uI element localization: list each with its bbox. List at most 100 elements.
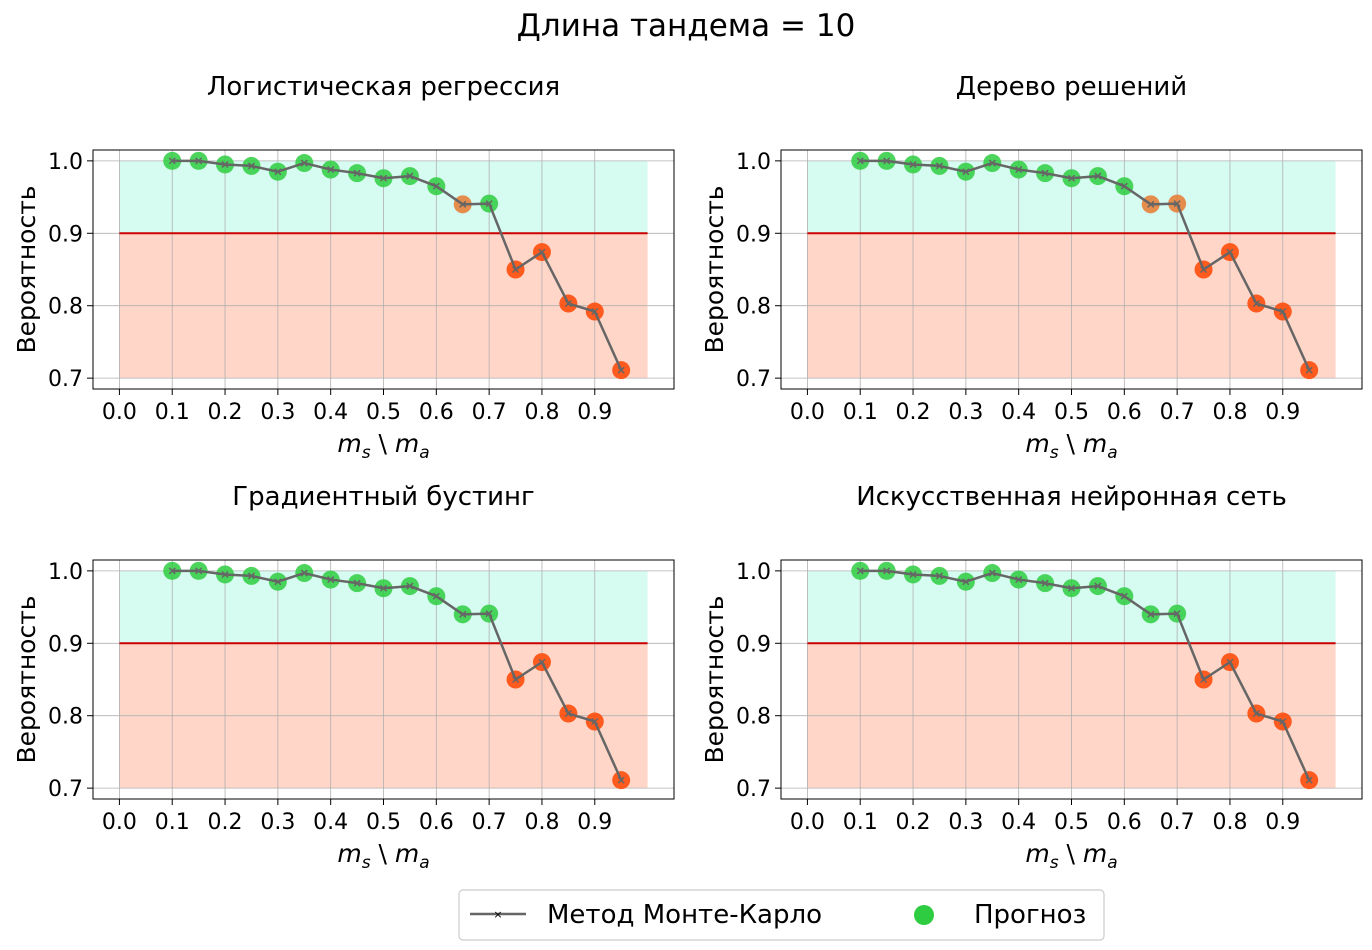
x-tick-label: 0.8 <box>1212 400 1247 425</box>
x-tick-label: 0.9 <box>1265 810 1300 835</box>
monte-carlo-marker <box>962 578 970 586</box>
x-tick-label: 0.0 <box>102 810 137 835</box>
y-tick-label: 0.8 <box>48 705 83 730</box>
subplot-title: Искусственная нейронная сеть <box>856 482 1287 512</box>
x-tick-label: 0.2 <box>208 400 243 425</box>
x-tick-label: 0.7 <box>1160 810 1195 835</box>
monte-carlo-marker <box>485 200 493 208</box>
x-tick-label: 0.6 <box>1107 400 1142 425</box>
monte-carlo-marker <box>1173 200 1181 208</box>
monte-carlo-marker <box>485 610 493 618</box>
x-axis-label-symbol: m <box>1083 429 1107 458</box>
monte-carlo-marker <box>353 169 361 177</box>
monte-carlo-marker <box>512 265 520 274</box>
monte-carlo-marker <box>617 366 625 374</box>
y-axis-label: Вероятность <box>12 186 41 354</box>
x-axis-label-subscript: s <box>362 443 371 463</box>
x-tick-label: 0.5 <box>366 400 401 425</box>
monte-carlo-marker <box>459 610 467 618</box>
x-tick-label: 0.1 <box>155 400 190 425</box>
x-tick-label: 0.3 <box>260 810 295 835</box>
monte-carlo-marker <box>300 569 308 577</box>
monte-carlo-marker <box>564 300 572 308</box>
y-axis-label: Вероятность <box>12 596 41 764</box>
monte-carlo-marker <box>379 174 388 182</box>
monte-carlo-marker <box>988 159 996 167</box>
x-axis-label-symbol: m <box>1025 429 1049 458</box>
monte-carlo-marker <box>512 675 520 684</box>
monte-carlo-marker <box>1067 584 1076 592</box>
y-tick-label: 0.8 <box>736 705 771 730</box>
monte-carlo-marker <box>538 658 546 666</box>
x-tick-label: 0.8 <box>524 810 559 835</box>
monte-carlo-marker <box>591 307 599 316</box>
y-tick-label: 0.7 <box>48 367 83 392</box>
x-tick-label: 0.0 <box>102 400 137 425</box>
axes-frame <box>92 559 675 800</box>
monte-carlo-marker <box>1015 576 1023 584</box>
y-tick-label: 0.8 <box>48 295 83 320</box>
legend: × Метод Монте-Карло Прогноз <box>458 889 1105 941</box>
x-axis-label-subscript: s <box>1050 853 1059 873</box>
legend-dot-swatch <box>914 905 934 925</box>
monte-carlo-marker <box>274 168 282 176</box>
x-axis-label-subscript: a <box>419 443 429 463</box>
monte-carlo-marker <box>1226 248 1234 256</box>
monte-carlo-marker <box>459 200 467 208</box>
monte-carlo-marker <box>1041 579 1049 587</box>
monte-carlo-marker <box>591 717 599 726</box>
monte-carlo-marker <box>168 157 176 165</box>
monte-carlo-marker <box>856 157 864 165</box>
x-tick-label: 0.1 <box>155 810 190 835</box>
y-axis-label: Вероятность <box>700 186 729 354</box>
monte-carlo-line <box>172 569 623 781</box>
x-tick-label: 0.7 <box>472 400 507 425</box>
x-tick-label: 0.7 <box>472 810 507 835</box>
y-axis-label: Вероятность <box>700 596 729 764</box>
monte-carlo-marker <box>247 572 255 580</box>
y-tick-label: 0.7 <box>48 777 83 802</box>
subplot-1: Логистическая регрессия 0.0 0.1 0.2 0.3 0.4 0.… <box>12 72 675 463</box>
x-tick-label: 0.4 <box>313 400 348 425</box>
monte-carlo-marker <box>1173 610 1181 618</box>
x-tick-label: 0.5 <box>366 810 401 835</box>
monte-carlo-marker <box>538 248 546 256</box>
monte-carlo-marker <box>564 710 572 718</box>
y-tick-label: 1.0 <box>736 560 771 585</box>
monte-carlo-marker <box>1120 182 1128 190</box>
x-axis-label-subscript: s <box>1050 443 1059 463</box>
y-tick-label: 1.0 <box>736 150 771 175</box>
monte-carlo-marker <box>1067 174 1076 182</box>
monte-carlo-line <box>860 569 1311 781</box>
legend-label-monte-carlo: Метод Монте-Карло <box>547 900 822 930</box>
monte-carlo-marker <box>962 168 970 176</box>
legend-x-marker: × <box>493 908 502 921</box>
x-axis-label-symbol: m <box>395 839 419 868</box>
subplot-2: Дерево решений 0.0 0.1 0.2 0.3 0.4 0.5 0.6 0.7 0.… <box>700 72 1363 463</box>
monte-carlo-line <box>172 159 623 371</box>
y-tick-label: 0.7 <box>736 367 771 392</box>
monte-carlo-marker <box>1041 169 1049 177</box>
y-tick-label: 0.9 <box>48 222 83 247</box>
x-axis-label-separator: \ <box>371 839 395 868</box>
monte-carlo-marker <box>883 157 891 165</box>
monte-carlo-marker <box>1147 200 1155 208</box>
axes-frame <box>92 149 675 390</box>
monte-carlo-marker <box>406 582 414 590</box>
monte-carlo-marker <box>247 162 255 170</box>
figure-title: Длина тандема = 10 <box>517 8 856 44</box>
x-tick-label: 0.0 <box>790 810 825 835</box>
y-tick-label: 0.9 <box>736 632 771 657</box>
subplot-title: Дерево решений <box>956 72 1187 102</box>
monte-carlo-marker <box>327 576 335 584</box>
monte-carlo-marker <box>274 578 282 586</box>
monte-carlo-marker <box>300 159 308 167</box>
monte-carlo-marker <box>1094 582 1102 590</box>
x-tick-label: 0.9 <box>577 400 612 425</box>
x-tick-label: 0.9 <box>577 810 612 835</box>
x-tick-label: 0.6 <box>1107 810 1142 835</box>
x-tick-label: 0.4 <box>313 810 348 835</box>
x-tick-label: 0.5 <box>1054 810 1089 835</box>
x-tick-label: 0.0 <box>790 400 825 425</box>
